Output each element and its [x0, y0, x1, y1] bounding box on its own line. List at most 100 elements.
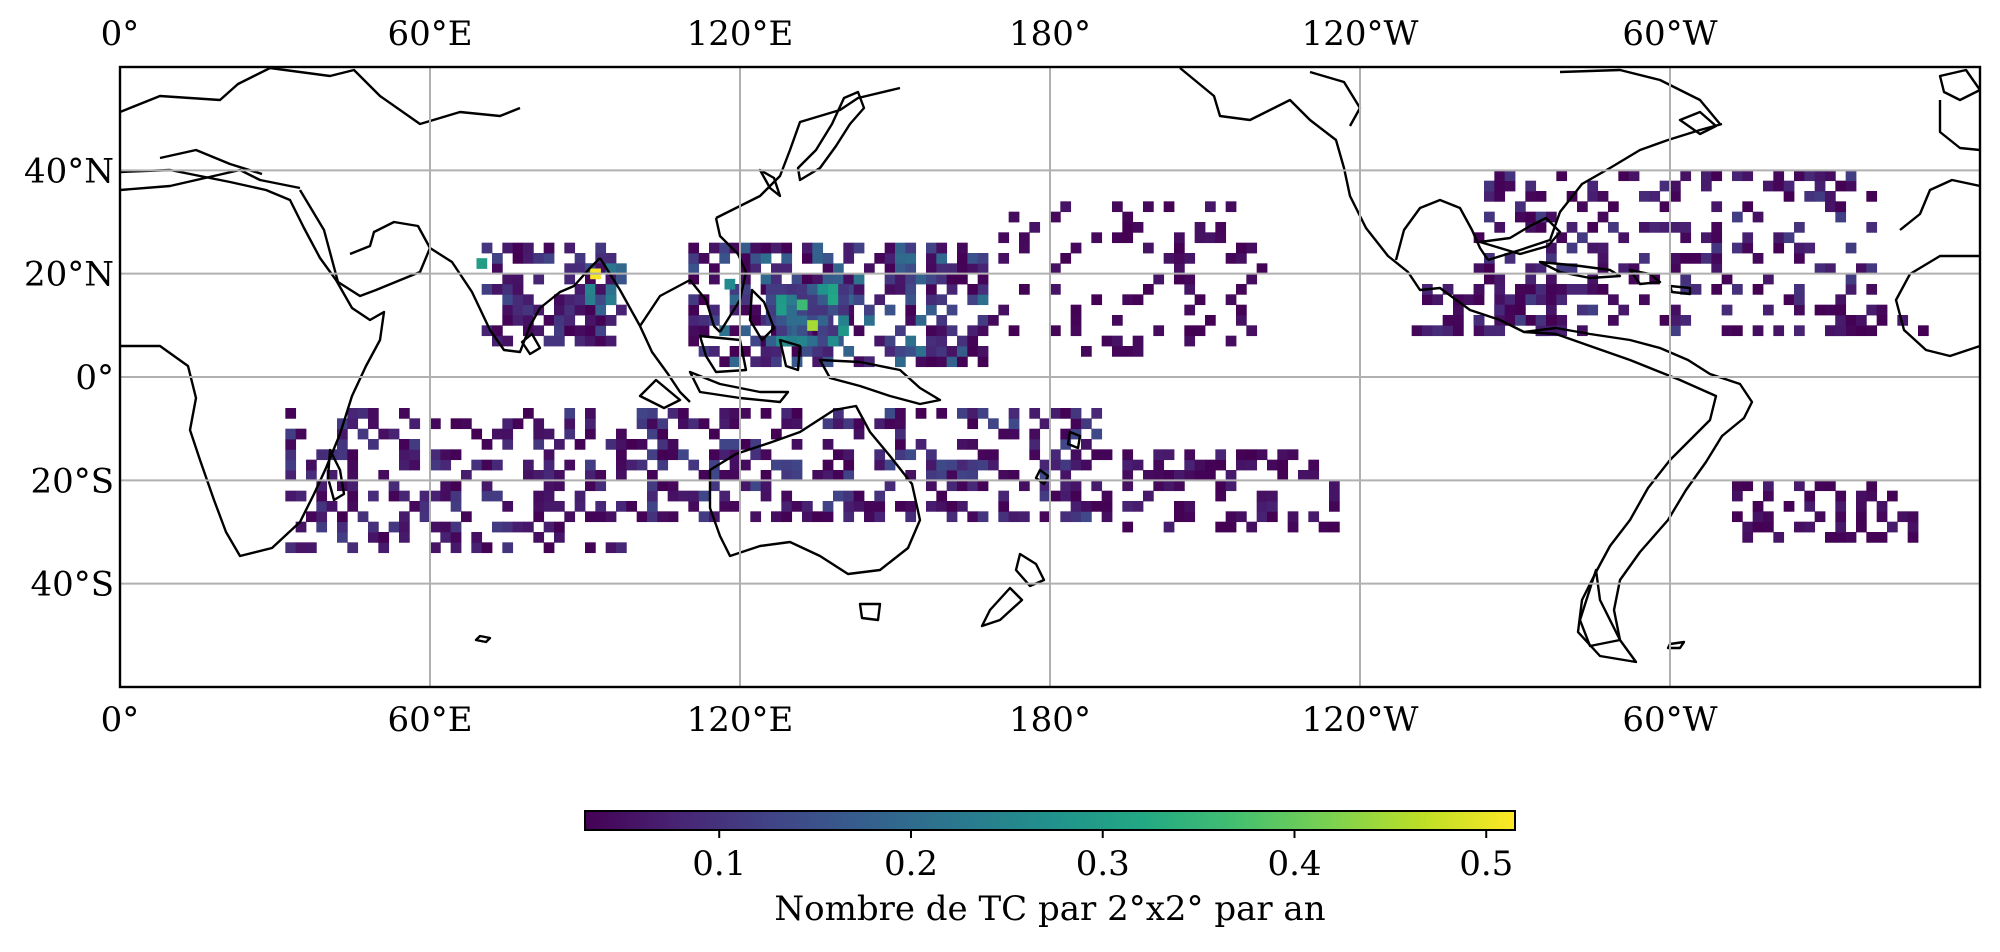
density-cell — [1256, 511, 1268, 523]
density-cell — [822, 501, 834, 512]
x-tick-label: 0° — [101, 700, 140, 740]
density-cell — [337, 532, 348, 543]
density-cell — [998, 470, 1010, 481]
density-cell — [1484, 180, 1495, 192]
density-cell — [1091, 408, 1103, 419]
density-cell — [998, 511, 1010, 523]
density-cell — [884, 346, 896, 357]
density-cell — [667, 449, 679, 461]
density-cell — [1732, 511, 1743, 523]
density-cell — [1525, 294, 1537, 306]
density-cell — [1473, 263, 1485, 275]
density-cell — [822, 356, 834, 368]
density-cell — [750, 356, 762, 368]
density-cell — [864, 315, 875, 326]
density-cell — [1329, 521, 1340, 533]
density-cell — [905, 315, 917, 326]
density-cell — [709, 263, 720, 275]
density-cell — [1515, 294, 1526, 306]
density-cell — [688, 418, 700, 430]
density-cell — [688, 315, 700, 326]
density-cell — [698, 294, 710, 306]
density-cell — [1256, 449, 1268, 461]
density-cell — [1577, 325, 1588, 337]
density-cell — [771, 242, 782, 254]
density-cell — [946, 346, 958, 357]
density-cell — [853, 273, 865, 285]
density-cell — [564, 242, 576, 254]
density-cell — [1215, 490, 1227, 502]
density-cell — [368, 439, 379, 450]
density-cell — [822, 511, 834, 523]
density-cell — [905, 294, 917, 306]
density-cell — [833, 490, 844, 502]
density-cell — [430, 459, 441, 471]
density-cell — [1825, 304, 1836, 316]
density-cell — [1112, 335, 1123, 347]
density-cell — [740, 459, 751, 471]
density-cell — [1907, 521, 1919, 533]
density-cell — [595, 325, 607, 337]
density-cell — [1535, 211, 1547, 223]
density-cell — [895, 325, 906, 337]
x-tick-label: 120°E — [687, 700, 794, 740]
density-peak-cell — [796, 299, 808, 311]
density-cell — [564, 263, 576, 275]
density-cell — [1732, 284, 1743, 295]
density-cell — [1473, 232, 1485, 244]
density-cell — [647, 449, 658, 461]
density-cell — [967, 480, 979, 492]
density-cell — [636, 439, 648, 450]
density-cell — [368, 490, 379, 502]
density-cell — [1608, 222, 1619, 233]
density-cell — [781, 490, 793, 502]
density-cell — [1546, 325, 1557, 337]
density-cell — [843, 273, 855, 285]
density-cell — [1091, 294, 1103, 306]
density-cell — [802, 273, 813, 285]
density-cell — [1494, 191, 1506, 202]
axis-tick-labels: 0° 0° 60°E 60°E 120°E 120°E 180° 180° 120°W 120°W… — [24, 14, 1718, 740]
density-cell — [1215, 480, 1227, 492]
density-cell — [1845, 284, 1857, 295]
density-cell — [864, 501, 875, 512]
density-cell — [760, 242, 772, 254]
density-cell — [1184, 459, 1196, 471]
density-cell — [1845, 180, 1857, 192]
density-cell — [926, 273, 937, 285]
density-cell — [543, 459, 555, 471]
density-cell — [1856, 490, 1867, 502]
density-cell — [295, 521, 307, 533]
density-cell — [1205, 232, 1216, 244]
density-cell — [957, 439, 968, 450]
density-cell — [1876, 532, 1888, 543]
density-cell — [585, 408, 596, 419]
density-cell — [1577, 304, 1588, 316]
density-cell — [657, 428, 669, 440]
density-cell — [760, 408, 772, 419]
colorbar-gradient — [584, 810, 1516, 831]
density-cell — [1442, 315, 1454, 326]
density-cell — [1070, 511, 1082, 523]
density-cell — [337, 449, 348, 461]
density-cell — [357, 511, 369, 523]
density-cell — [1132, 222, 1144, 233]
density-cell — [1432, 294, 1444, 306]
density-cell — [1236, 304, 1247, 316]
density-cell — [1825, 170, 1836, 182]
density-cell — [1773, 242, 1785, 254]
density-cell — [337, 428, 348, 440]
density-cell — [1618, 170, 1630, 182]
density-cell — [1070, 408, 1082, 419]
density-cell — [1587, 304, 1599, 316]
density-cell — [419, 501, 431, 512]
density-cell — [1029, 222, 1041, 233]
density-cell — [347, 470, 359, 481]
density-cell — [1504, 180, 1516, 192]
density-cell — [295, 490, 307, 502]
density-cell — [688, 263, 700, 275]
density-cell — [1019, 242, 1030, 254]
density-cell — [1876, 304, 1888, 316]
density-cell — [946, 470, 958, 481]
density-cell — [1835, 325, 1847, 337]
